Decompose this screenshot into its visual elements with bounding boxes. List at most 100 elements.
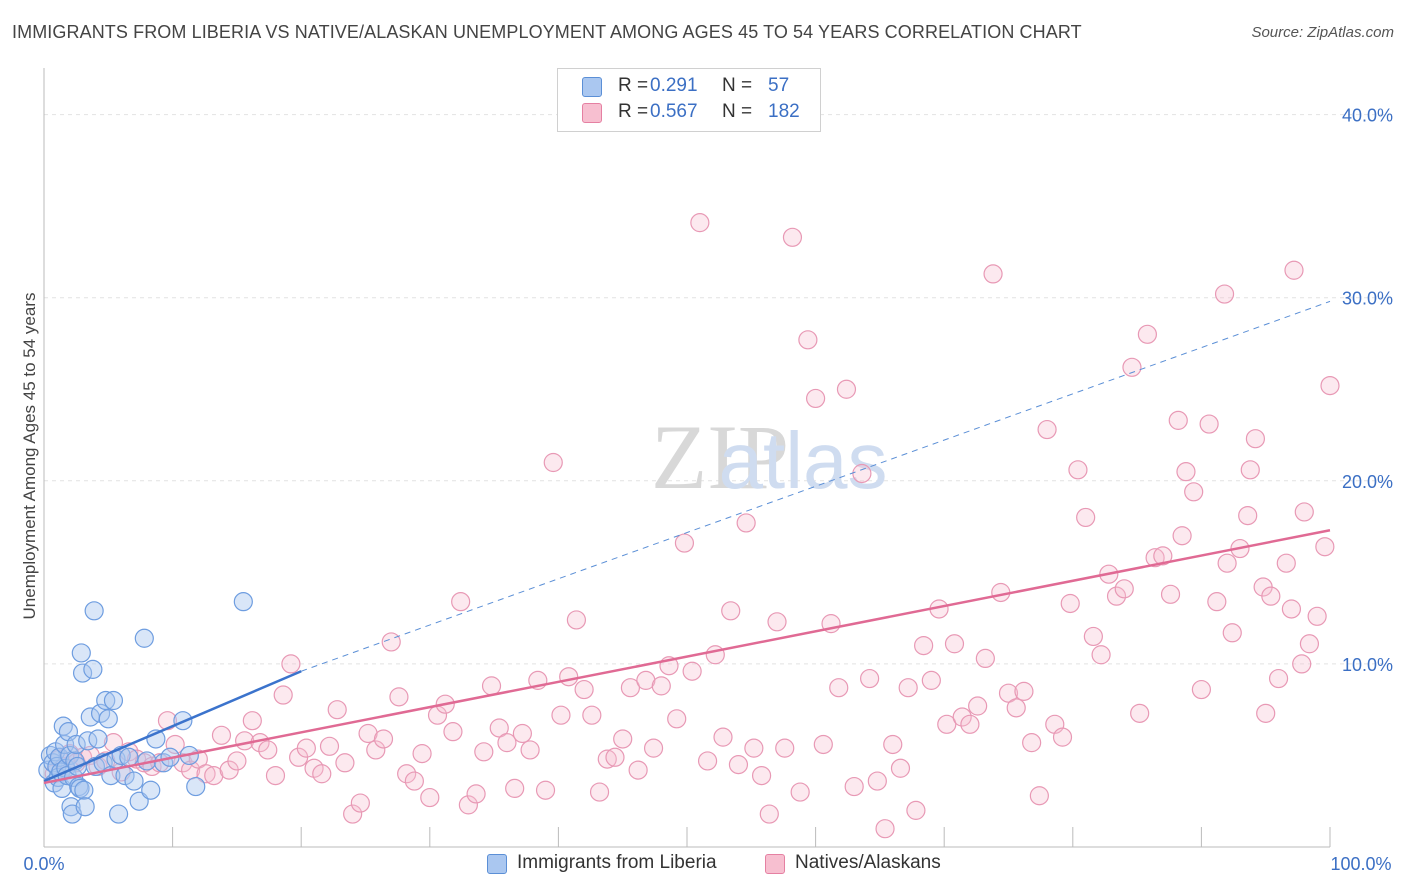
native-point [1052,727,1073,747]
liberia-point [72,663,93,683]
native-point [227,751,247,771]
liberia-point [61,797,81,817]
native-point [751,765,772,786]
native-point [906,800,926,820]
liberia-point [119,747,139,767]
native-point [397,764,417,784]
native-point [960,714,980,734]
liberia-point [54,734,75,755]
native-point [196,764,216,784]
liberia-point [108,804,129,824]
native-point [937,714,957,734]
native-point [1207,592,1227,612]
native-point [481,676,502,696]
axes [43,68,1331,848]
native-point [443,722,463,742]
native-point [1014,681,1034,701]
y-tick-label: 40.0% [1342,106,1393,126]
bottom-legend-swatch-natives [765,854,785,874]
liberia-point [83,659,103,679]
native-point [1145,548,1165,568]
legend-r-label: R = [618,101,649,122]
gridlines [44,114,1392,665]
native-point [1284,260,1304,280]
native-point [844,776,864,797]
native-point [744,738,764,758]
legend: R = 0.291 N = 57 R = 0.567 N = 182 [557,68,821,132]
native-point [952,707,972,727]
native-point [682,661,702,681]
native-point [628,760,648,780]
liberia-point [75,797,95,817]
native-point [1106,586,1127,606]
native-point [1006,698,1026,718]
native-point [798,330,818,350]
native-point [674,533,695,553]
native-point [1191,679,1212,700]
bottom-legend-swatch-liberia [487,854,507,874]
y-tick-label: 30.0% [1342,289,1393,309]
tick-labels: 10.0% 20.0% 30.0% 40.0% 0.0% 100.0% [23,106,1393,874]
native-point [381,632,401,652]
native-point [404,771,424,791]
native-point [813,734,833,755]
liberia-point [74,780,94,800]
native-point [983,264,1003,284]
native-point [258,740,278,760]
native-point [829,678,849,698]
native-point [1281,599,1302,619]
native-point [296,738,316,758]
native-point [898,678,918,698]
legend-n-value: 182 [768,101,800,122]
native-point [1029,786,1049,806]
native-point [867,771,887,791]
liberia-trend-extension [301,300,1331,672]
legend-n-value: 57 [768,75,790,96]
series-natives-points [44,213,1340,839]
native-point [1137,324,1157,344]
native-point [373,729,394,749]
legend-swatch-natives [582,103,602,123]
native-point [690,213,710,233]
native-point [389,687,409,707]
native-point [165,734,185,755]
native-point [836,379,857,399]
native-point [1217,553,1237,573]
watermark-zip: ZIP [651,406,789,508]
native-point [242,711,262,731]
native-point [1315,537,1335,557]
native-point [1256,703,1276,723]
native-point [852,463,872,484]
native-point [1172,526,1192,546]
native-point [736,513,756,533]
native-point [597,749,617,769]
x-tick-label: 0.0% [23,854,64,874]
native-point [890,758,911,778]
y-tick-label: 20.0% [1342,472,1393,492]
native-point [559,667,579,687]
liberia-point [141,780,161,800]
native-point [1292,654,1312,674]
y-tick-label: 10.0% [1342,655,1393,675]
native-point [860,668,880,689]
native-point [643,738,664,758]
legend-r-value: 0.567 [650,101,698,122]
native-point [1238,505,1258,526]
series-liberia-points [38,592,253,824]
bottom-legend-label: Immigrants from Liberia [517,852,717,873]
native-point [975,648,995,669]
native-point [474,742,494,762]
native-point [620,678,641,698]
native-point [697,751,718,771]
native-point [535,780,556,800]
native-point [1184,482,1204,502]
native-point [767,612,787,632]
liberia-point [186,776,206,797]
native-point [883,734,903,755]
native-point [543,452,563,473]
native-point [1214,284,1235,304]
legend-r-value: 0.291 [650,75,698,96]
chart-title: IMMIGRANTS FROM LIBERIA VS NATIVE/ALASKA… [12,22,1082,42]
native-point [582,705,602,725]
native-point [1307,606,1327,626]
